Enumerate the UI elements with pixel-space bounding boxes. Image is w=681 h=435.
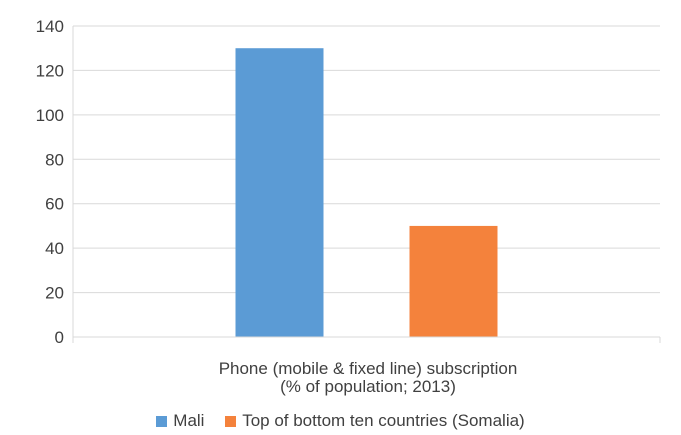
y-tick-label-120: 120	[36, 61, 64, 80]
legend-item-somalia: Top of bottom ten countries (Somalia)	[225, 411, 525, 431]
legend-swatch-mali	[156, 415, 168, 427]
legend: Mali Top of bottom ten countries (Somali…	[0, 411, 681, 432]
bars	[235, 48, 498, 337]
y-tick-label-40: 40	[45, 239, 64, 258]
x-category-label-line2: (% of population; 2013)	[280, 377, 456, 396]
legend-swatch-somalia	[225, 415, 237, 427]
x-axis-ticks	[72, 337, 661, 343]
bar-mali	[235, 48, 324, 337]
legend-label-mali: Mali	[173, 411, 205, 430]
bar-top-of-bottom-ten-countries-somalia	[409, 225, 498, 337]
legend-label-somalia: Top of bottom ten countries (Somalia)	[242, 411, 525, 430]
x-category-label-line1: Phone (mobile & fixed line) subscription	[219, 359, 518, 378]
y-tick-label-60: 60	[45, 195, 64, 214]
y-tick-label-140: 140	[36, 17, 64, 36]
legend-item-mali: Mali	[156, 411, 204, 431]
y-tick-label-80: 80	[45, 150, 64, 169]
y-tick-label-100: 100	[36, 106, 64, 125]
y-tick-label-0: 0	[55, 328, 64, 347]
y-tick-label-20: 20	[45, 284, 64, 303]
gridlines	[73, 25, 660, 294]
y-axis: 0 20 40 60 80 100 120 140	[36, 17, 74, 347]
